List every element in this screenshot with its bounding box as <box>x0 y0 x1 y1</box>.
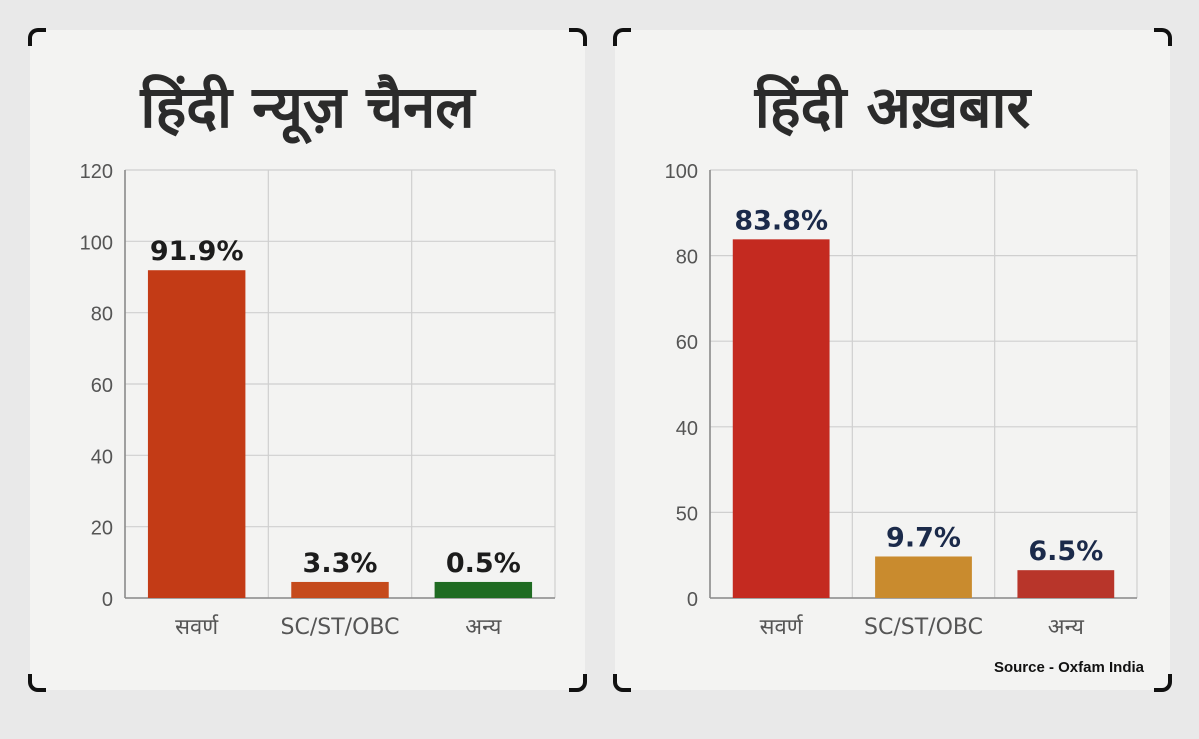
data-label: 91.9% <box>150 236 244 267</box>
bar <box>147 270 246 598</box>
y-tick-label: 20 <box>91 518 113 540</box>
y-tick-label: 100 <box>80 232 113 254</box>
corner-mark <box>613 674 631 692</box>
category-label: सवर्ण <box>760 614 804 640</box>
y-tick-label: 120 <box>80 161 113 183</box>
bar <box>1017 570 1115 598</box>
corner-mark <box>569 674 587 692</box>
corner-mark <box>569 28 587 46</box>
y-tick-label: 60 <box>91 375 113 397</box>
y-tick-label: 50 <box>676 503 698 525</box>
y-tick-label: 80 <box>91 304 113 326</box>
data-label: 9.7% <box>886 522 961 553</box>
y-tick-label: 40 <box>676 418 698 440</box>
y-tick-label: 100 <box>665 161 698 183</box>
y-tick-label: 60 <box>676 332 698 354</box>
category-label: अन्य <box>1048 615 1085 640</box>
y-tick-label: 40 <box>91 446 113 468</box>
data-label: 3.3% <box>303 548 378 579</box>
y-tick-label: 0 <box>102 589 113 611</box>
category-label: अन्य <box>465 615 502 640</box>
chart-title: हिंदी न्यूज़ चैनल <box>140 73 475 141</box>
bar <box>434 581 533 598</box>
bar <box>732 239 830 598</box>
y-tick-label: 0 <box>687 589 698 611</box>
bar-chart-news-channels: 0 20 40 60 80 100 120 91.9% सवर्ण 3.3% SC/ST/OBC 0.… <box>80 161 556 640</box>
data-label: 83.8% <box>734 205 828 236</box>
category-label: सवर्ण <box>175 614 219 640</box>
source-credit: Source - Oxfam India <box>993 659 1144 676</box>
data-label: 6.5% <box>1028 536 1103 567</box>
corner-mark <box>613 28 631 46</box>
category-label: SC/ST/OBC <box>864 615 983 640</box>
bar <box>291 581 389 598</box>
bar-chart-newspapers: 0 50 40 60 80 100 83.8% सवर्ण 9.7% SC/ST/OBC 6.5% अ… <box>665 161 1138 640</box>
chart-panel-left: हिंदी न्यूज़ चैनल 0 20 40 60 80 100 120 91.9% सव… <box>28 28 587 692</box>
y-tick-label: 80 <box>676 247 698 269</box>
chart-title: हिंदी अख़बार <box>754 73 1031 141</box>
data-label: 0.5% <box>446 548 521 579</box>
corner-mark <box>28 674 46 692</box>
corner-mark <box>1154 674 1172 692</box>
corner-mark <box>1154 28 1172 46</box>
corner-mark <box>28 28 46 46</box>
category-label: SC/ST/OBC <box>281 615 400 640</box>
bar <box>875 556 972 598</box>
chart-panel-right: हिंदी अख़बार 0 50 40 60 80 100 83.8% सवर्ण 9.7% S… <box>613 28 1172 692</box>
